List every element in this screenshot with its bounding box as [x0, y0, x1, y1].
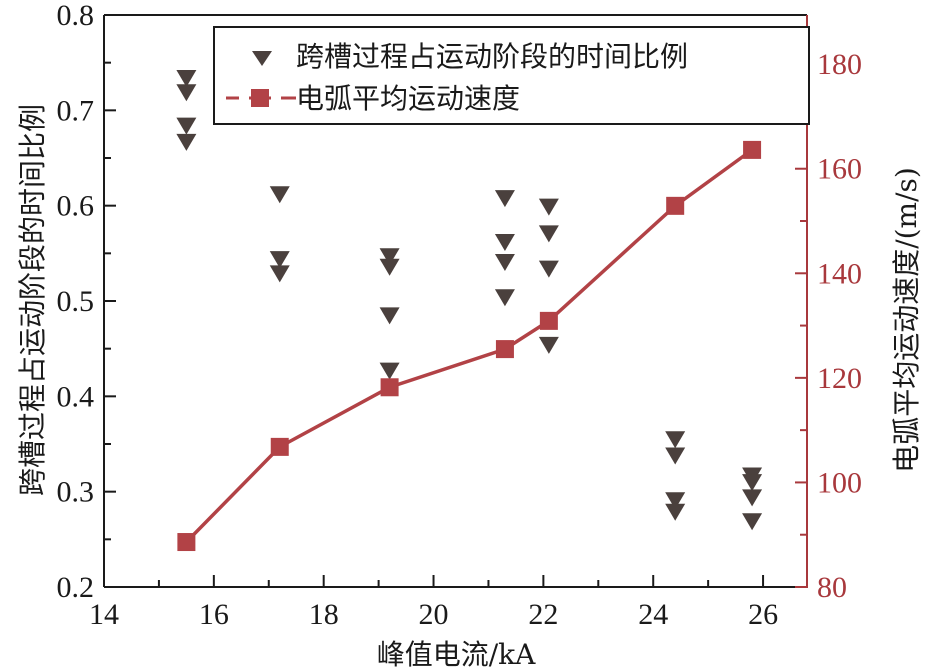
triangle-down-marker — [379, 248, 400, 266]
triangle-down-marker — [176, 133, 197, 151]
y-right-tick-label: 160 — [817, 153, 862, 186]
y-left-tick-label: 0.7 — [57, 94, 95, 127]
y-axis-right-title: 电弧平均运动速度/(m/s) — [890, 167, 923, 473]
legend-box — [213, 26, 810, 125]
square-marker — [666, 196, 685, 215]
square-marker — [539, 311, 558, 330]
x-tick-label: 18 — [309, 598, 339, 631]
triangle-down-marker — [494, 233, 515, 251]
y-left-tick-label: 0.5 — [57, 285, 95, 318]
x-tick-label: 24 — [638, 598, 668, 631]
square-marker — [743, 140, 762, 159]
x-tick-label: 20 — [419, 598, 449, 631]
triangle-down-marker — [538, 260, 559, 278]
triangle-down-marker — [494, 190, 515, 208]
y-axis-right: 80 100 120 140 160 180 — [795, 48, 862, 604]
legend-triangle-icon — [252, 51, 272, 66]
y-left-tick-label: 0.2 — [57, 571, 95, 604]
triangle-down-marker — [176, 84, 197, 102]
y-right-tick-label: 140 — [817, 257, 862, 290]
ratio-scatter-series — [176, 69, 763, 552]
triangle-down-marker — [176, 69, 197, 87]
y-right-tick-label: 180 — [817, 48, 862, 81]
x-axis: 14 16 18 20 22 24 26 — [89, 575, 778, 631]
triangle-down-marker — [538, 336, 559, 354]
legend: 跨槽过程占运动阶段的时间比例 电弧平均运动速度 — [213, 26, 810, 125]
legend-label-speed: 电弧平均运动速度 — [296, 82, 520, 115]
triangle-down-marker — [538, 198, 559, 216]
square-marker — [177, 533, 196, 552]
y-axis-left: 0.2 0.3 0.4 0.5 0.6 0.7 0.8 — [57, 0, 116, 604]
triangle-down-marker — [665, 447, 686, 465]
square-marker — [380, 378, 399, 397]
y-right-tick-label: 120 — [817, 362, 862, 395]
triangle-down-marker — [494, 253, 515, 271]
x-tick-label: 16 — [199, 598, 229, 631]
triangle-down-marker — [742, 474, 763, 492]
y-right-tick-label: 100 — [817, 466, 862, 499]
triangle-down-marker — [742, 513, 763, 531]
triangle-down-marker — [538, 225, 559, 243]
y-left-tick-label: 0.6 — [57, 190, 95, 223]
y-axis-left-title: 跨槽过程占运动阶段的时间比例 — [16, 104, 49, 496]
triangle-down-marker — [269, 265, 290, 283]
legend-label-ratio: 跨槽过程占运动阶段的时间比例 — [296, 40, 688, 73]
triangle-down-marker — [176, 117, 197, 135]
triangle-down-marker — [665, 492, 686, 510]
y-left-tick-label: 0.3 — [57, 476, 95, 509]
y-right-tick-label: 80 — [817, 571, 847, 604]
x-tick-label: 14 — [89, 598, 119, 631]
triangle-down-marker — [665, 431, 686, 449]
legend-square-icon — [251, 89, 269, 107]
triangle-down-marker — [379, 258, 400, 276]
y-left-tick-label: 0.8 — [57, 0, 95, 32]
triangle-down-marker — [379, 307, 400, 325]
x-tick-label: 26 — [748, 598, 778, 631]
triangle-down-marker — [269, 251, 290, 269]
triangle-down-marker — [665, 503, 686, 521]
triangle-down-marker — [494, 289, 515, 307]
square-marker — [495, 340, 514, 359]
x-axis-title: 峰值电流/kA — [377, 638, 536, 671]
triangle-down-marker — [269, 186, 290, 204]
triangle-down-marker — [379, 362, 400, 380]
square-marker — [270, 437, 289, 456]
triangle-down-marker — [742, 489, 763, 507]
x-tick-label: 22 — [528, 598, 558, 631]
y-left-tick-label: 0.4 — [57, 380, 95, 413]
